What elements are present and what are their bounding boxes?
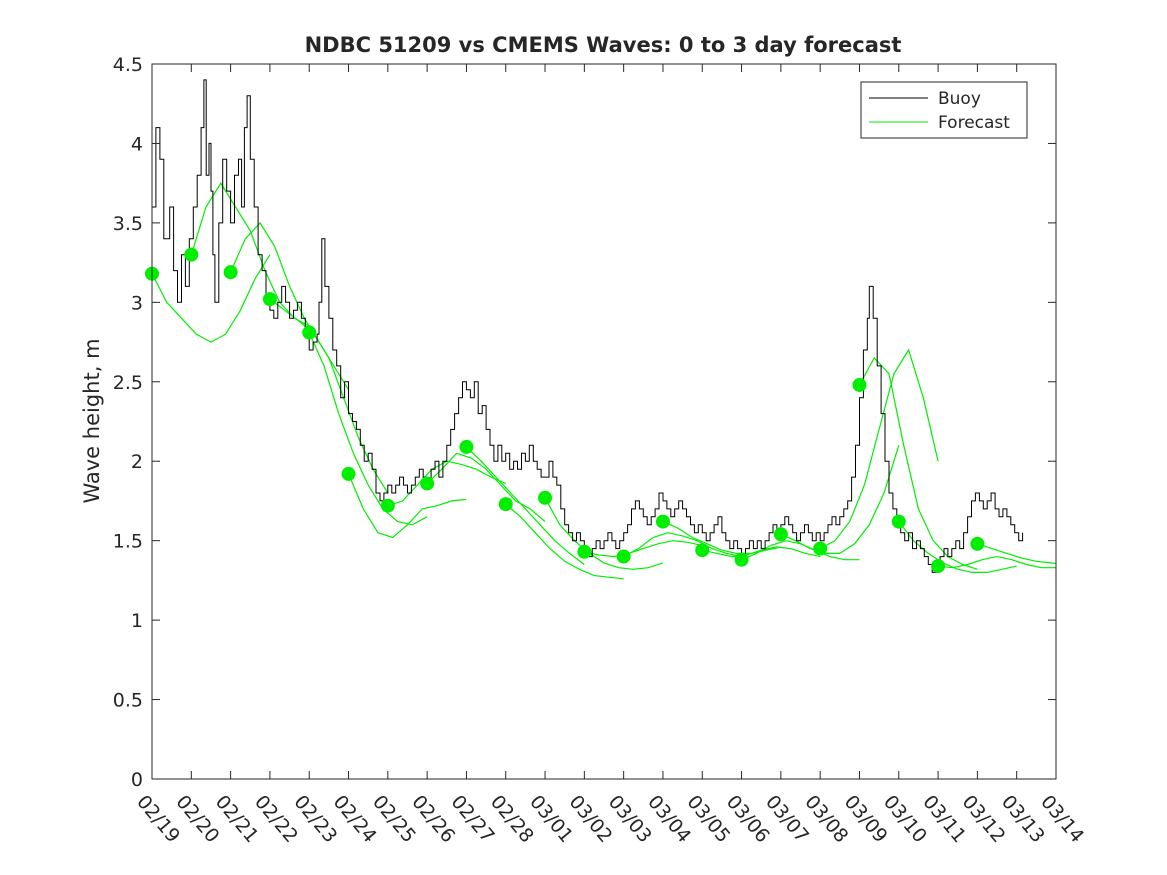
forecast-start-marker [734, 552, 749, 567]
forecast-run-line [544, 497, 664, 570]
y-tick-label: 4.5 [113, 54, 143, 76]
y-tick-label: 3.5 [113, 213, 143, 235]
x-tick-label: 02/25 [368, 791, 420, 847]
forecast-start-marker [970, 536, 985, 551]
forecast-start-marker [184, 247, 199, 262]
x-tick-label: 02/26 [407, 791, 459, 847]
forecast-start-marker [813, 541, 828, 556]
legend-label-forecast: Forecast [938, 113, 1010, 133]
x-tick-label: 03/05 [682, 791, 734, 847]
y-tick-label: 3 [131, 292, 143, 314]
x-tick-label: 03/03 [604, 791, 656, 847]
x-tick-label: 02/27 [447, 791, 499, 847]
x-tick-label: 02/21 [211, 791, 263, 847]
forecast-start-marker [655, 514, 670, 529]
y-tick-label: 4 [131, 133, 143, 155]
y-tick-label: 1.5 [113, 531, 143, 553]
legend-label-buoy: Buoy [938, 89, 981, 109]
forecast-run-line [426, 452, 546, 523]
x-tick-label: 03/13 [997, 791, 1049, 847]
x-tick-label: 02/28 [486, 791, 538, 847]
x-tick-label: 03/08 [800, 791, 852, 847]
x-tick-label: 03/07 [761, 791, 813, 847]
x-tick-label: 03/10 [879, 791, 931, 847]
x-tick-label: 03/12 [958, 791, 1010, 847]
forecast-start-marker [262, 292, 277, 307]
y-tick-label: 1 [131, 610, 143, 632]
x-tick-label: 03/14 [1036, 791, 1088, 847]
forecast-run-line [505, 503, 624, 580]
forecast-start-marker [616, 549, 631, 564]
forecast-run-line [819, 348, 939, 550]
x-axis: 02/1902/2002/2102/2202/2302/2402/2502/26… [132, 64, 1088, 847]
y-tick-label: 0 [131, 769, 143, 791]
forecast-start-marker [538, 490, 553, 505]
forecast-start-marker [773, 527, 788, 542]
y-tick-label: 2 [131, 451, 143, 473]
forecast-start-marker [577, 544, 592, 559]
forecast-run-line [780, 445, 900, 555]
forecast-run-line [584, 540, 703, 558]
forecast-run-line [977, 543, 1056, 565]
forecast-series [152, 182, 1056, 580]
y-axis: 0 0.5 1 1.5 2 2.5 3 3.5 4 4.5 [113, 54, 1056, 791]
x-tick-label: 03/09 [840, 791, 892, 847]
forecast-run-line [152, 254, 271, 343]
forecast-start-marker [498, 497, 513, 512]
forecast-start-marker [341, 466, 356, 481]
forecast-run-line [898, 521, 1017, 574]
forecast-start-marker [459, 439, 474, 454]
forecast-run-line [269, 298, 389, 494]
buoy-series [152, 79, 1024, 573]
forecast-start-marker [852, 377, 867, 392]
forecast-run-line [347, 473, 467, 539]
plot-area-frame [151, 63, 1057, 780]
forecast-start-marker [891, 514, 906, 529]
chart-title: NDBC 51209 vs CMEMS Waves: 0 to 3 day fo… [305, 33, 902, 57]
forecast-run-line [465, 446, 585, 565]
forecast-start-marker [420, 476, 435, 491]
y-tick-label: 2.5 [113, 372, 143, 394]
legend-box [860, 81, 1028, 139]
forecast-start-marker [302, 325, 317, 340]
forecast-run-line [623, 532, 742, 558]
y-axis-label: Wave height, m [80, 338, 104, 503]
buoy-line [152, 79, 1024, 573]
forecast-run-line [190, 182, 310, 327]
forecast-run-line [308, 332, 428, 526]
legend: Buoy Forecast [860, 81, 1028, 139]
x-tick-label: 03/01 [525, 791, 577, 847]
forecast-run-line [938, 555, 1056, 569]
x-tick-label: 02/19 [132, 791, 184, 847]
forecast-start-marker [931, 559, 946, 574]
x-tick-label: 03/04 [643, 791, 695, 847]
x-tick-label: 02/20 [171, 791, 223, 847]
forecast-start-marker [695, 543, 710, 558]
forecast-start-marker [380, 498, 395, 513]
x-tick-label: 02/22 [250, 791, 302, 847]
x-tick-label: 02/23 [289, 791, 341, 847]
x-tick-label: 02/24 [329, 791, 381, 847]
x-tick-label: 03/11 [918, 791, 970, 847]
y-tick-label: 0.5 [113, 690, 143, 712]
x-tick-label: 03/06 [722, 791, 774, 847]
forecast-run-line [858, 356, 978, 570]
forecast-start-marker [223, 265, 238, 280]
x-tick-label: 03/02 [565, 791, 617, 847]
